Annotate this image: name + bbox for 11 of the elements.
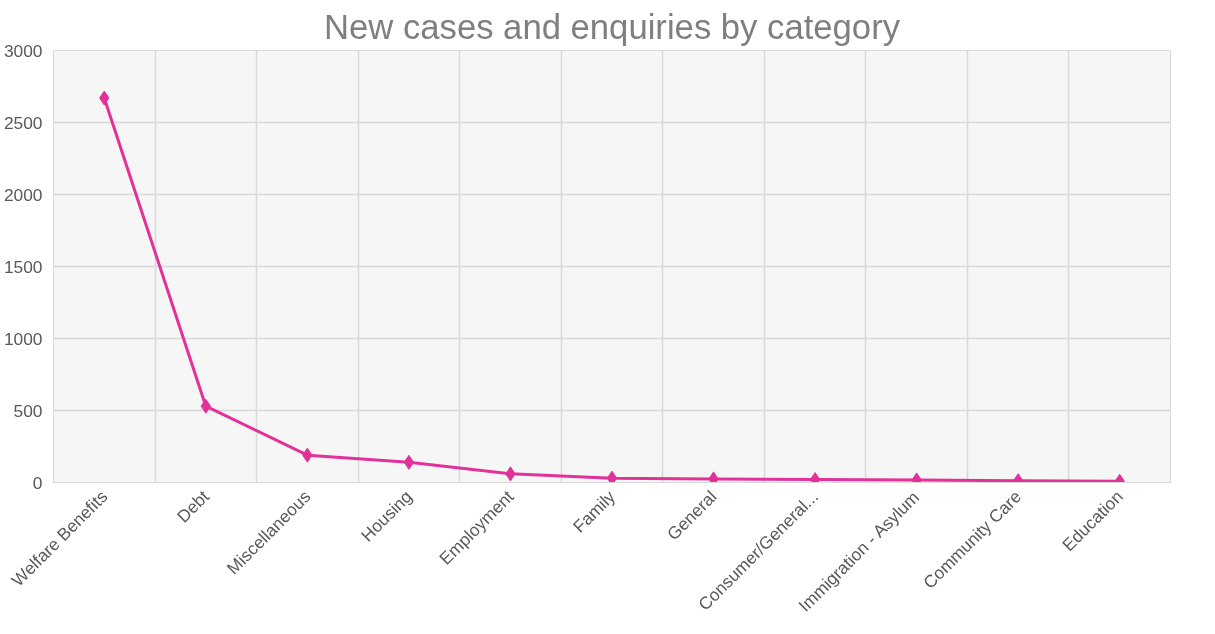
y-tick-label: 500 <box>13 400 43 421</box>
point <box>403 454 415 470</box>
chart-title: New cases and enquiries by category <box>324 7 901 46</box>
point <box>606 470 618 483</box>
y-tick-label: 1000 <box>3 328 43 349</box>
y-tick-label: 2000 <box>3 184 43 205</box>
point <box>708 471 719 483</box>
y-tick-label: 2500 <box>3 112 43 133</box>
y-tick-label: 0 <box>32 472 43 493</box>
y-tick-label: 1500 <box>3 256 43 277</box>
y-tick-label: 3000 <box>3 40 43 61</box>
